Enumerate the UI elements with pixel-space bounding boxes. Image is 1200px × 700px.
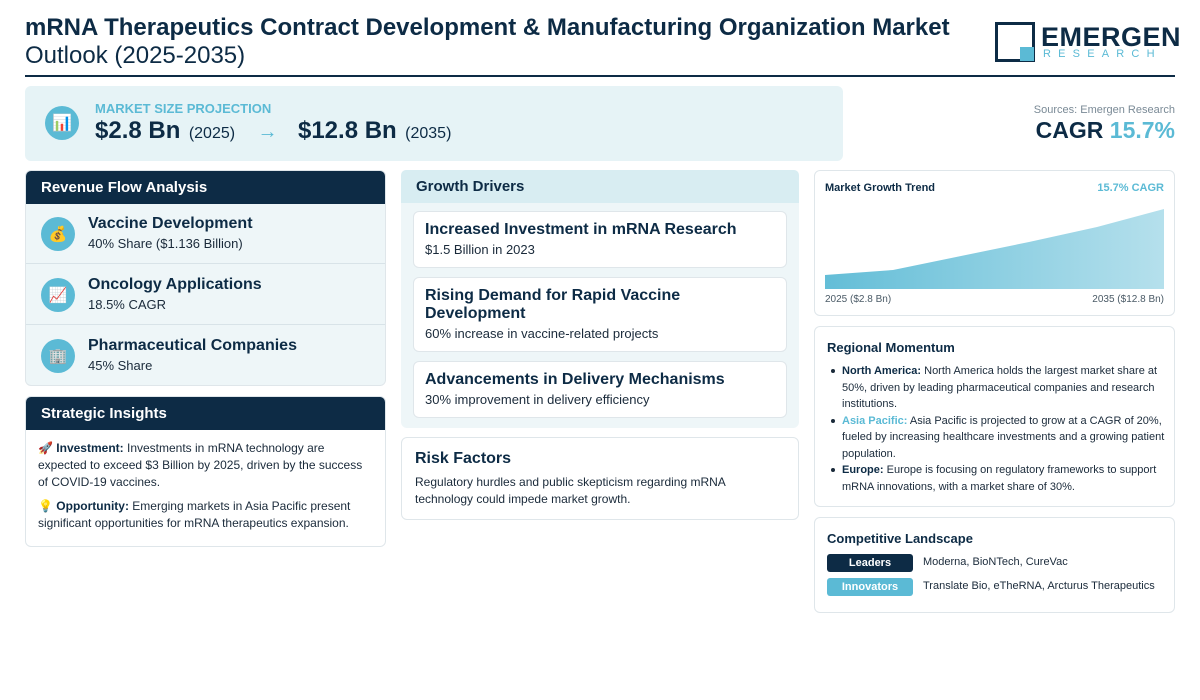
revenue-item-sub: 18.5% CAGR [88, 297, 167, 312]
start-value: $2.8 Bn [95, 117, 181, 144]
trend-area [825, 209, 1164, 289]
competitor-row-leaders: Leaders Moderna, BioNTech, CureVac [827, 554, 1167, 572]
region-text: Asia Pacific is projected to grow at a C… [842, 414, 1165, 460]
strategic-insights-title: Strategic Insights [26, 397, 385, 430]
revenue-flow-title: Revenue Flow Analysis [26, 171, 385, 204]
strategic-insights-card: Strategic Insights 🚀 Investment: Investm… [25, 396, 386, 547]
market-growth-trend-card: Market Growth Trend 15.7% CAGR 2025 ($2.… [814, 170, 1175, 316]
driver-sub: 60% increase in vaccine-related projects [425, 326, 659, 341]
cagr-headline: CAGR 15.7% [1036, 117, 1175, 144]
start-year: (2025) [188, 125, 236, 142]
revenue-item-sub: 45% Share [88, 358, 153, 373]
insight-investment: 🚀 Investment: Investments in mRNA techno… [38, 440, 373, 491]
market-size-label: MARKET SIZE PROJECTION [95, 101, 272, 116]
driver-item: Advancements in Delivery Mechanisms 30% … [413, 361, 787, 418]
region-name: Europe: [842, 464, 884, 476]
region-text: North America holds the largest market s… [842, 365, 1158, 410]
building-icon: 🏢 [41, 339, 75, 373]
title-line-1: mRNA Therapeutics Contract Development &… [25, 14, 950, 41]
title-divider [25, 75, 1175, 77]
market-size-banner: 📊 MARKET SIZE PROJECTION $2.8 Bn (2025) … [25, 86, 843, 161]
logo-subtitle: RESEARCH [1043, 48, 1162, 60]
driver-item: Increased Investment in mRNA Research $1… [413, 211, 787, 268]
trend-title: Market Growth Trend [825, 182, 936, 194]
trend-up-icon: 📈 [41, 278, 75, 312]
revenue-item-title: Oncology Applications [88, 276, 262, 293]
revenue-item-title: Vaccine Development [88, 215, 253, 232]
growth-drivers-title: Growth Drivers [401, 170, 799, 203]
region-north-america: North America: North America holds the l… [827, 363, 1167, 413]
revenue-item-pharma: 🏢 Pharmaceutical Companies 45% Share [26, 326, 385, 386]
trend-x-end-label: 2035 ($12.8 Bn) [1092, 294, 1164, 305]
end-value: $12.8 Bn [297, 117, 397, 144]
emergen-logo: EMERGEN RESEARCH [995, 22, 1181, 64]
insight-opportunity: 💡 Opportunity: Emerging markets in Asia … [38, 498, 373, 532]
region-asia-pacific: Asia Pacific: Asia Pacific is projected … [827, 413, 1167, 463]
risk-factors-title: Risk Factors [415, 450, 512, 467]
rocket-icon: 🚀 [38, 441, 53, 455]
regional-list: North America: North America holds the l… [827, 363, 1167, 495]
driver-title: Increased Investment in mRNA Research [425, 221, 737, 238]
money-bag-icon: 💰 [41, 217, 75, 251]
innovators-list: Translate Bio, eTheRNA, Arcturus Therape… [923, 580, 1155, 592]
lightbulb-icon: 💡 [38, 499, 53, 513]
competitive-landscape-title: Competitive Landscape [827, 531, 973, 546]
trend-x-start-label: 2025 ($2.8 Bn) [825, 294, 892, 305]
regional-momentum-card: Regional Momentum North America: North A… [814, 326, 1175, 507]
region-name: North America: [842, 365, 922, 377]
region-text: Europe is focusing on regulatory framewo… [842, 464, 1157, 493]
revenue-item-title: Pharmaceutical Companies [88, 337, 297, 354]
title-line-2: Outlook (2025-2035) [25, 42, 246, 69]
arrow-right-icon: → [257, 121, 278, 143]
leaders-badge: Leaders [827, 554, 913, 572]
competitive-landscape-card: Competitive Landscape Leaders Moderna, B… [814, 517, 1175, 613]
region-europe: Europe: Europe is focusing on regulatory… [827, 462, 1167, 495]
insight-label: Investment: [56, 441, 124, 455]
leaders-list: Moderna, BioNTech, CureVac [923, 556, 1068, 568]
innovators-badge: Innovators [827, 578, 913, 596]
driver-sub: $1.5 Billion in 2023 [425, 242, 535, 257]
trend-cagr: 15.7% CAGR [1097, 182, 1164, 194]
revenue-flow-card: Revenue Flow Analysis 💰 Vaccine Developm… [25, 170, 386, 386]
driver-title: Rising Demand for Rapid Vaccine Developm… [425, 287, 681, 322]
revenue-item-vaccine: 💰 Vaccine Development 40% Share ($1.136 … [26, 204, 385, 264]
market-size-values: $2.8 Bn (2025) → $12.8 Bn (2035) [95, 117, 451, 145]
cagr-label: CAGR [1035, 117, 1104, 143]
end-year: (2035) [405, 125, 452, 142]
cagr-value: 15.7% [1109, 117, 1175, 143]
risk-factors-card: Risk Factors Regulatory hurdles and publ… [401, 437, 799, 520]
driver-sub: 30% improvement in delivery efficiency [425, 392, 650, 407]
insight-label: Opportunity: [56, 499, 129, 513]
insight-text: Investments in mRNA technology are expec… [38, 441, 363, 489]
growth-drivers-card: Growth Drivers Increased Investment in m… [401, 170, 799, 428]
sources-text: Sources: Emergen Research [1033, 104, 1175, 116]
bar-chart-icon: 📊 [45, 106, 79, 140]
insight-text: Emerging markets in Asia Pacific present… [38, 499, 351, 530]
page-title: mRNA Therapeutics Contract Development &… [25, 14, 985, 70]
revenue-item-oncology: 📈 Oncology Applications 18.5% CAGR [26, 265, 385, 325]
logo-word: EMERGEN [1041, 22, 1182, 52]
risk-factors-text: Regulatory hurdles and public skepticism… [415, 475, 726, 506]
regional-momentum-title: Regional Momentum [827, 340, 955, 355]
revenue-item-sub: 40% Share ($1.136 Billion) [88, 236, 243, 251]
region-name: Asia Pacific: [842, 414, 908, 427]
competitor-row-innovators: Innovators Translate Bio, eTheRNA, Arctu… [827, 578, 1167, 596]
trend-area-chart [825, 209, 1164, 289]
driver-title: Advancements in Delivery Mechanisms [425, 371, 725, 388]
driver-item: Rising Demand for Rapid Vaccine Developm… [413, 277, 787, 352]
logo-mark [995, 22, 1035, 62]
